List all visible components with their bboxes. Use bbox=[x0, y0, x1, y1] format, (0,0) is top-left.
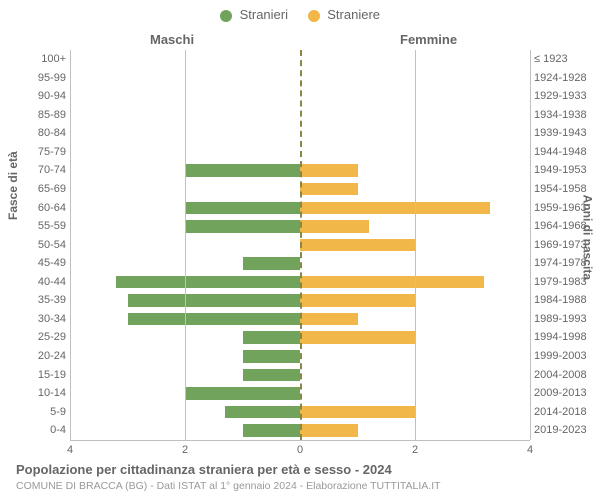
age-label: 90-94 bbox=[20, 87, 66, 106]
age-label: 40-44 bbox=[20, 273, 66, 292]
bar-female bbox=[300, 202, 490, 215]
age-label: 95-99 bbox=[20, 69, 66, 88]
year-label: 2019-2023 bbox=[534, 421, 598, 440]
gridline bbox=[530, 50, 531, 440]
x-tick-label: 2 bbox=[175, 444, 195, 456]
age-label: 80-84 bbox=[20, 124, 66, 143]
year-label: 2009-2013 bbox=[534, 384, 598, 403]
age-label: 15-19 bbox=[20, 366, 66, 385]
age-label: 0-4 bbox=[20, 421, 66, 440]
age-label: 25-29 bbox=[20, 328, 66, 347]
legend-label-male: Stranieri bbox=[240, 7, 288, 22]
bar-male bbox=[243, 424, 301, 437]
year-label: 1939-1943 bbox=[534, 124, 598, 143]
year-label: 1984-1988 bbox=[534, 291, 598, 310]
age-label: 65-69 bbox=[20, 180, 66, 199]
year-label: 2014-2018 bbox=[534, 403, 598, 422]
year-label: 1934-1938 bbox=[534, 106, 598, 125]
bar-male bbox=[243, 369, 301, 382]
side-title-male: Maschi bbox=[150, 32, 194, 47]
year-label: 1924-1928 bbox=[534, 69, 598, 88]
year-label: ≤ 1923 bbox=[534, 50, 598, 69]
year-label: 1974-1978 bbox=[534, 254, 598, 273]
age-label: 60-64 bbox=[20, 199, 66, 218]
bar-male bbox=[185, 387, 300, 400]
x-tick-label: 0 bbox=[290, 444, 310, 456]
age-label: 50-54 bbox=[20, 236, 66, 255]
age-label: 35-39 bbox=[20, 291, 66, 310]
bar-male bbox=[116, 276, 300, 289]
side-title-female: Femmine bbox=[400, 32, 457, 47]
age-label: 55-59 bbox=[20, 217, 66, 236]
chart-subtitle: COMUNE DI BRACCA (BG) - Dati ISTAT al 1°… bbox=[16, 480, 441, 492]
bar-male bbox=[225, 406, 300, 419]
legend-item-male: Stranieri bbox=[220, 7, 288, 22]
bar-female bbox=[300, 331, 415, 344]
bar-male bbox=[185, 202, 300, 215]
chart-container: Stranieri Straniere Maschi Femmine Fasce… bbox=[0, 0, 600, 500]
y-axis-label-left: Fasce di età bbox=[6, 151, 20, 220]
plot-area: 100+≤ 192395-991924-192890-941929-193385… bbox=[70, 50, 530, 440]
age-label: 45-49 bbox=[20, 254, 66, 273]
year-label: 1954-1958 bbox=[534, 180, 598, 199]
age-label: 5-9 bbox=[20, 403, 66, 422]
age-label: 75-79 bbox=[20, 143, 66, 162]
bar-male bbox=[128, 294, 301, 307]
year-label: 1944-1948 bbox=[534, 143, 598, 162]
x-axis-line bbox=[70, 440, 530, 441]
chart-title: Popolazione per cittadinanza straniera p… bbox=[16, 462, 392, 477]
year-label: 1994-1998 bbox=[534, 328, 598, 347]
year-label: 1999-2003 bbox=[534, 347, 598, 366]
legend-swatch-female bbox=[308, 10, 320, 22]
center-divider bbox=[300, 50, 302, 440]
age-label: 30-34 bbox=[20, 310, 66, 329]
year-label: 1959-1963 bbox=[534, 199, 598, 218]
bar-female bbox=[300, 164, 358, 177]
bar-female bbox=[300, 294, 415, 307]
age-label: 85-89 bbox=[20, 106, 66, 125]
legend-swatch-male bbox=[220, 10, 232, 22]
legend-item-female: Straniere bbox=[308, 7, 380, 22]
bar-female bbox=[300, 220, 369, 233]
x-tick-label: 4 bbox=[520, 444, 540, 456]
age-label: 10-14 bbox=[20, 384, 66, 403]
age-label: 20-24 bbox=[20, 347, 66, 366]
x-tick-label: 4 bbox=[60, 444, 80, 456]
bar-female bbox=[300, 406, 415, 419]
age-label: 100+ bbox=[20, 50, 66, 69]
year-label: 1929-1933 bbox=[534, 87, 598, 106]
year-label: 1989-1993 bbox=[534, 310, 598, 329]
bar-female bbox=[300, 424, 358, 437]
year-label: 2004-2008 bbox=[534, 366, 598, 385]
bar-female bbox=[300, 276, 484, 289]
bar-male bbox=[128, 313, 301, 326]
bar-male bbox=[243, 350, 301, 363]
year-label: 1979-1983 bbox=[534, 273, 598, 292]
gridline bbox=[415, 50, 416, 440]
legend-label-female: Straniere bbox=[327, 7, 380, 22]
bar-male bbox=[185, 164, 300, 177]
year-label: 1969-1973 bbox=[534, 236, 598, 255]
x-tick-label: 2 bbox=[405, 444, 425, 456]
bar-male bbox=[185, 220, 300, 233]
legend: Stranieri Straniere bbox=[0, 6, 600, 22]
bar-male bbox=[243, 257, 301, 270]
bar-female bbox=[300, 239, 415, 252]
age-label: 70-74 bbox=[20, 161, 66, 180]
bar-male bbox=[243, 331, 301, 344]
bar-female bbox=[300, 183, 358, 196]
bar-female bbox=[300, 313, 358, 326]
year-label: 1949-1953 bbox=[534, 161, 598, 180]
year-label: 1964-1968 bbox=[534, 217, 598, 236]
gridline bbox=[185, 50, 186, 440]
gridline bbox=[70, 50, 71, 440]
